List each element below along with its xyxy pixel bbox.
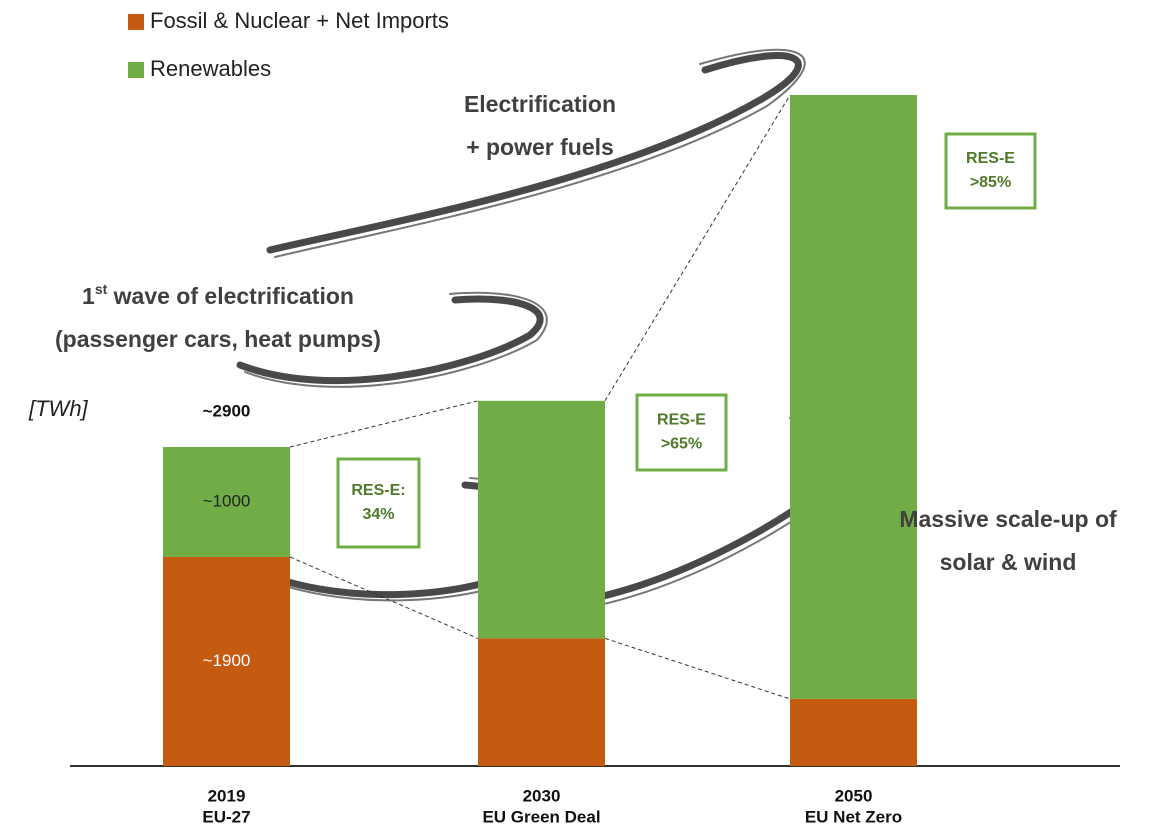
share-box (635, 393, 728, 472)
brush-arrow (266, 52, 802, 254)
value-label: ~1900 (203, 651, 251, 670)
bar-segment (790, 95, 917, 699)
legend-swatch (128, 62, 144, 78)
legend-swatch (128, 14, 144, 30)
share-text: RES-E (657, 412, 706, 429)
annotation: Massive scale-up of (899, 506, 1117, 532)
unit-label: [TWh] (28, 396, 89, 421)
annotation: 1st wave of electrification (82, 281, 354, 309)
annotation: + power fuels (466, 134, 614, 160)
x-tick-sublabel: EU Net Zero (805, 807, 902, 826)
share-text: RES-E: (351, 482, 405, 499)
legend-label: Fossil & Nuclear + Net Imports (150, 8, 449, 33)
share-text: >85% (970, 174, 1011, 191)
bar-segment (163, 447, 290, 557)
annotation-part: 1 (82, 283, 95, 309)
x-tick-label: 2050 (835, 786, 873, 805)
total-label: ~2900 (203, 401, 251, 420)
brush-arrow (236, 295, 544, 385)
annotation-part: wave of electrification (107, 283, 354, 309)
x-tick-sublabel: EU-27 (202, 807, 250, 826)
brush-arrow (274, 48, 806, 258)
annotation-superscript: st (95, 281, 108, 297)
bar-segment (163, 557, 290, 766)
connector (604, 94, 791, 402)
share-text: 34% (362, 506, 394, 523)
annotation: (passenger cars, heat pumps) (55, 326, 381, 352)
annotation: Electrification (464, 91, 616, 117)
brush-arrow (244, 291, 548, 388)
x-tick-label: 2030 (523, 786, 561, 805)
connector (289, 400, 479, 448)
bar-segment (478, 400, 605, 639)
connector (289, 556, 479, 639)
value-label: ~1000 (203, 491, 251, 510)
share-box (944, 132, 1037, 210)
bar-segment (790, 698, 917, 766)
connector (604, 637, 791, 700)
share-box (336, 457, 421, 549)
bar-segment (478, 638, 605, 766)
annotation: solar & wind (940, 549, 1077, 575)
share-text: >65% (661, 436, 702, 453)
share-text: RES-E (966, 150, 1015, 167)
x-tick-sublabel: EU Green Deal (482, 807, 600, 826)
x-tick-label: 2019 (208, 786, 246, 805)
legend-label: Renewables (150, 56, 271, 81)
